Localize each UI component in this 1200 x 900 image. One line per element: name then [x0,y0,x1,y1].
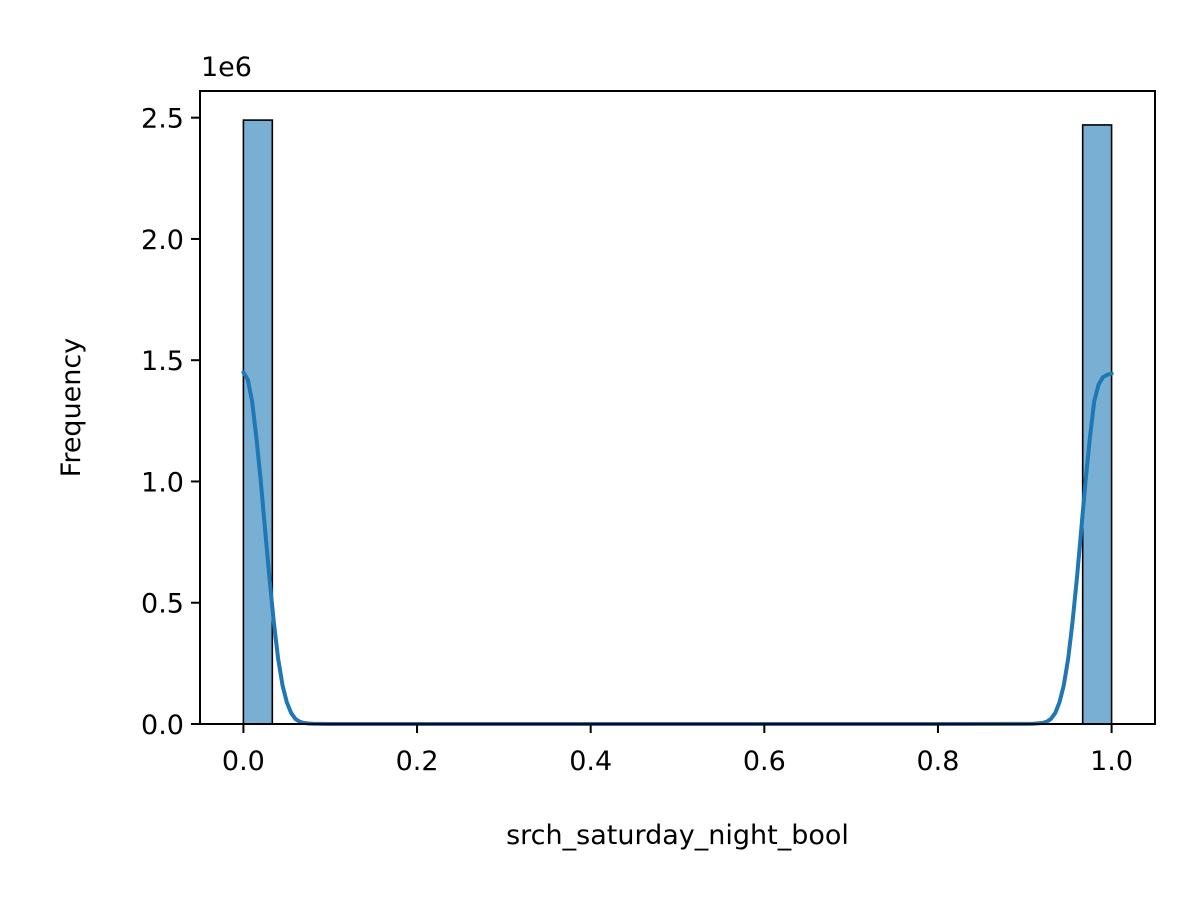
histogram-bars [242,119,1113,725]
y-tick-label: 2.0 [141,225,184,256]
x-axis-label: srch_saturday_night_bool [506,820,849,851]
y-tick-label: 0.0 [141,710,184,741]
plot-frame [199,90,1156,725]
y-axis-ticks: 0.0 0.5 1.0 1.5 2.0 2.5 [141,104,200,741]
histogram-bar-1 [1081,124,1113,725]
y-tick-label: 1.0 [141,467,184,498]
x-tick-label: 0.6 [743,746,786,777]
x-tick-label: 0.2 [396,746,439,777]
y-tick-label: 1.5 [141,346,184,377]
x-tick-label: 0.0 [222,746,265,777]
x-tick-label: 0.8 [916,746,959,777]
kde-line [241,370,1114,726]
x-tick-label: 0.4 [569,746,612,777]
x-tick-label: 1.0 [1090,746,1133,777]
y-tick-label: 2.5 [141,104,184,135]
x-axis-ticks: 0.0 0.2 0.4 0.6 0.8 1.0 [222,724,1133,777]
y-tick-label: 0.5 [141,589,184,620]
y-axis-label: Frequency [56,338,87,478]
y-offset-label: 1e6 [201,52,252,83]
kde-layer [241,370,1114,726]
histogram-bar-0 [242,119,274,725]
